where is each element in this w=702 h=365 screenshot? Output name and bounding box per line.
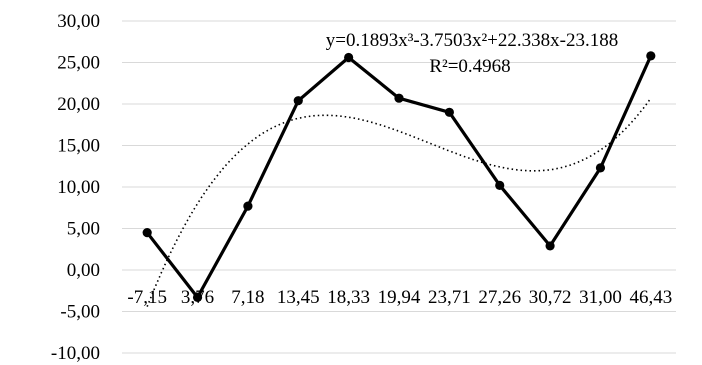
y-axis-ticks: -10,00 -5,00 0,00 5,00 10,00 15,00 20,00 25,00 3… [51, 11, 100, 364]
y-tick-label: 20,00 [57, 94, 100, 115]
y-tick-label: 5,00 [67, 219, 100, 240]
data-point [142, 228, 152, 238]
y-tick-label: -10,00 [51, 343, 100, 364]
trend-r2-label: R²=0.4968 [429, 56, 510, 77]
x-axis-ticks: -7,153,767,1813,4518,3319,9423,7127,2630… [127, 287, 672, 308]
x-tick-label: 13,45 [277, 287, 320, 308]
y-tick-label: 30,00 [57, 11, 100, 32]
data-point [495, 180, 505, 190]
x-tick-label: 19,94 [378, 287, 421, 308]
data-point [243, 201, 253, 211]
series-line [145, 55, 653, 299]
x-tick-label: 27,26 [478, 287, 521, 308]
x-tick-label: -7,15 [127, 287, 167, 308]
data-point [646, 51, 656, 61]
data-point [293, 96, 303, 106]
trend-equation-label: y=0.1893x³-3.7503x²+22.338x-23.188 [326, 30, 618, 51]
series-markers [142, 51, 656, 302]
x-tick-label: 31,00 [579, 287, 622, 308]
trendline [146, 97, 652, 307]
y-tick-label: 25,00 [57, 53, 100, 74]
data-point [344, 52, 354, 63]
x-tick-label: 46,43 [629, 287, 672, 308]
y-tick-label: -5,00 [60, 302, 100, 323]
y-tick-label: 10,00 [57, 177, 100, 198]
data-point [394, 93, 404, 103]
data-point [192, 292, 203, 302]
x-tick-label: 23,71 [428, 287, 471, 308]
data-point [545, 241, 555, 251]
y-tick-label: 0,00 [67, 260, 100, 281]
x-tick-label: 18,33 [327, 287, 370, 308]
x-tick-label: 30,72 [529, 287, 572, 308]
x-tick-label: 7,18 [231, 287, 264, 308]
data-point [444, 107, 454, 117]
data-point [595, 163, 606, 173]
y-tick-label: 15,00 [57, 136, 100, 157]
